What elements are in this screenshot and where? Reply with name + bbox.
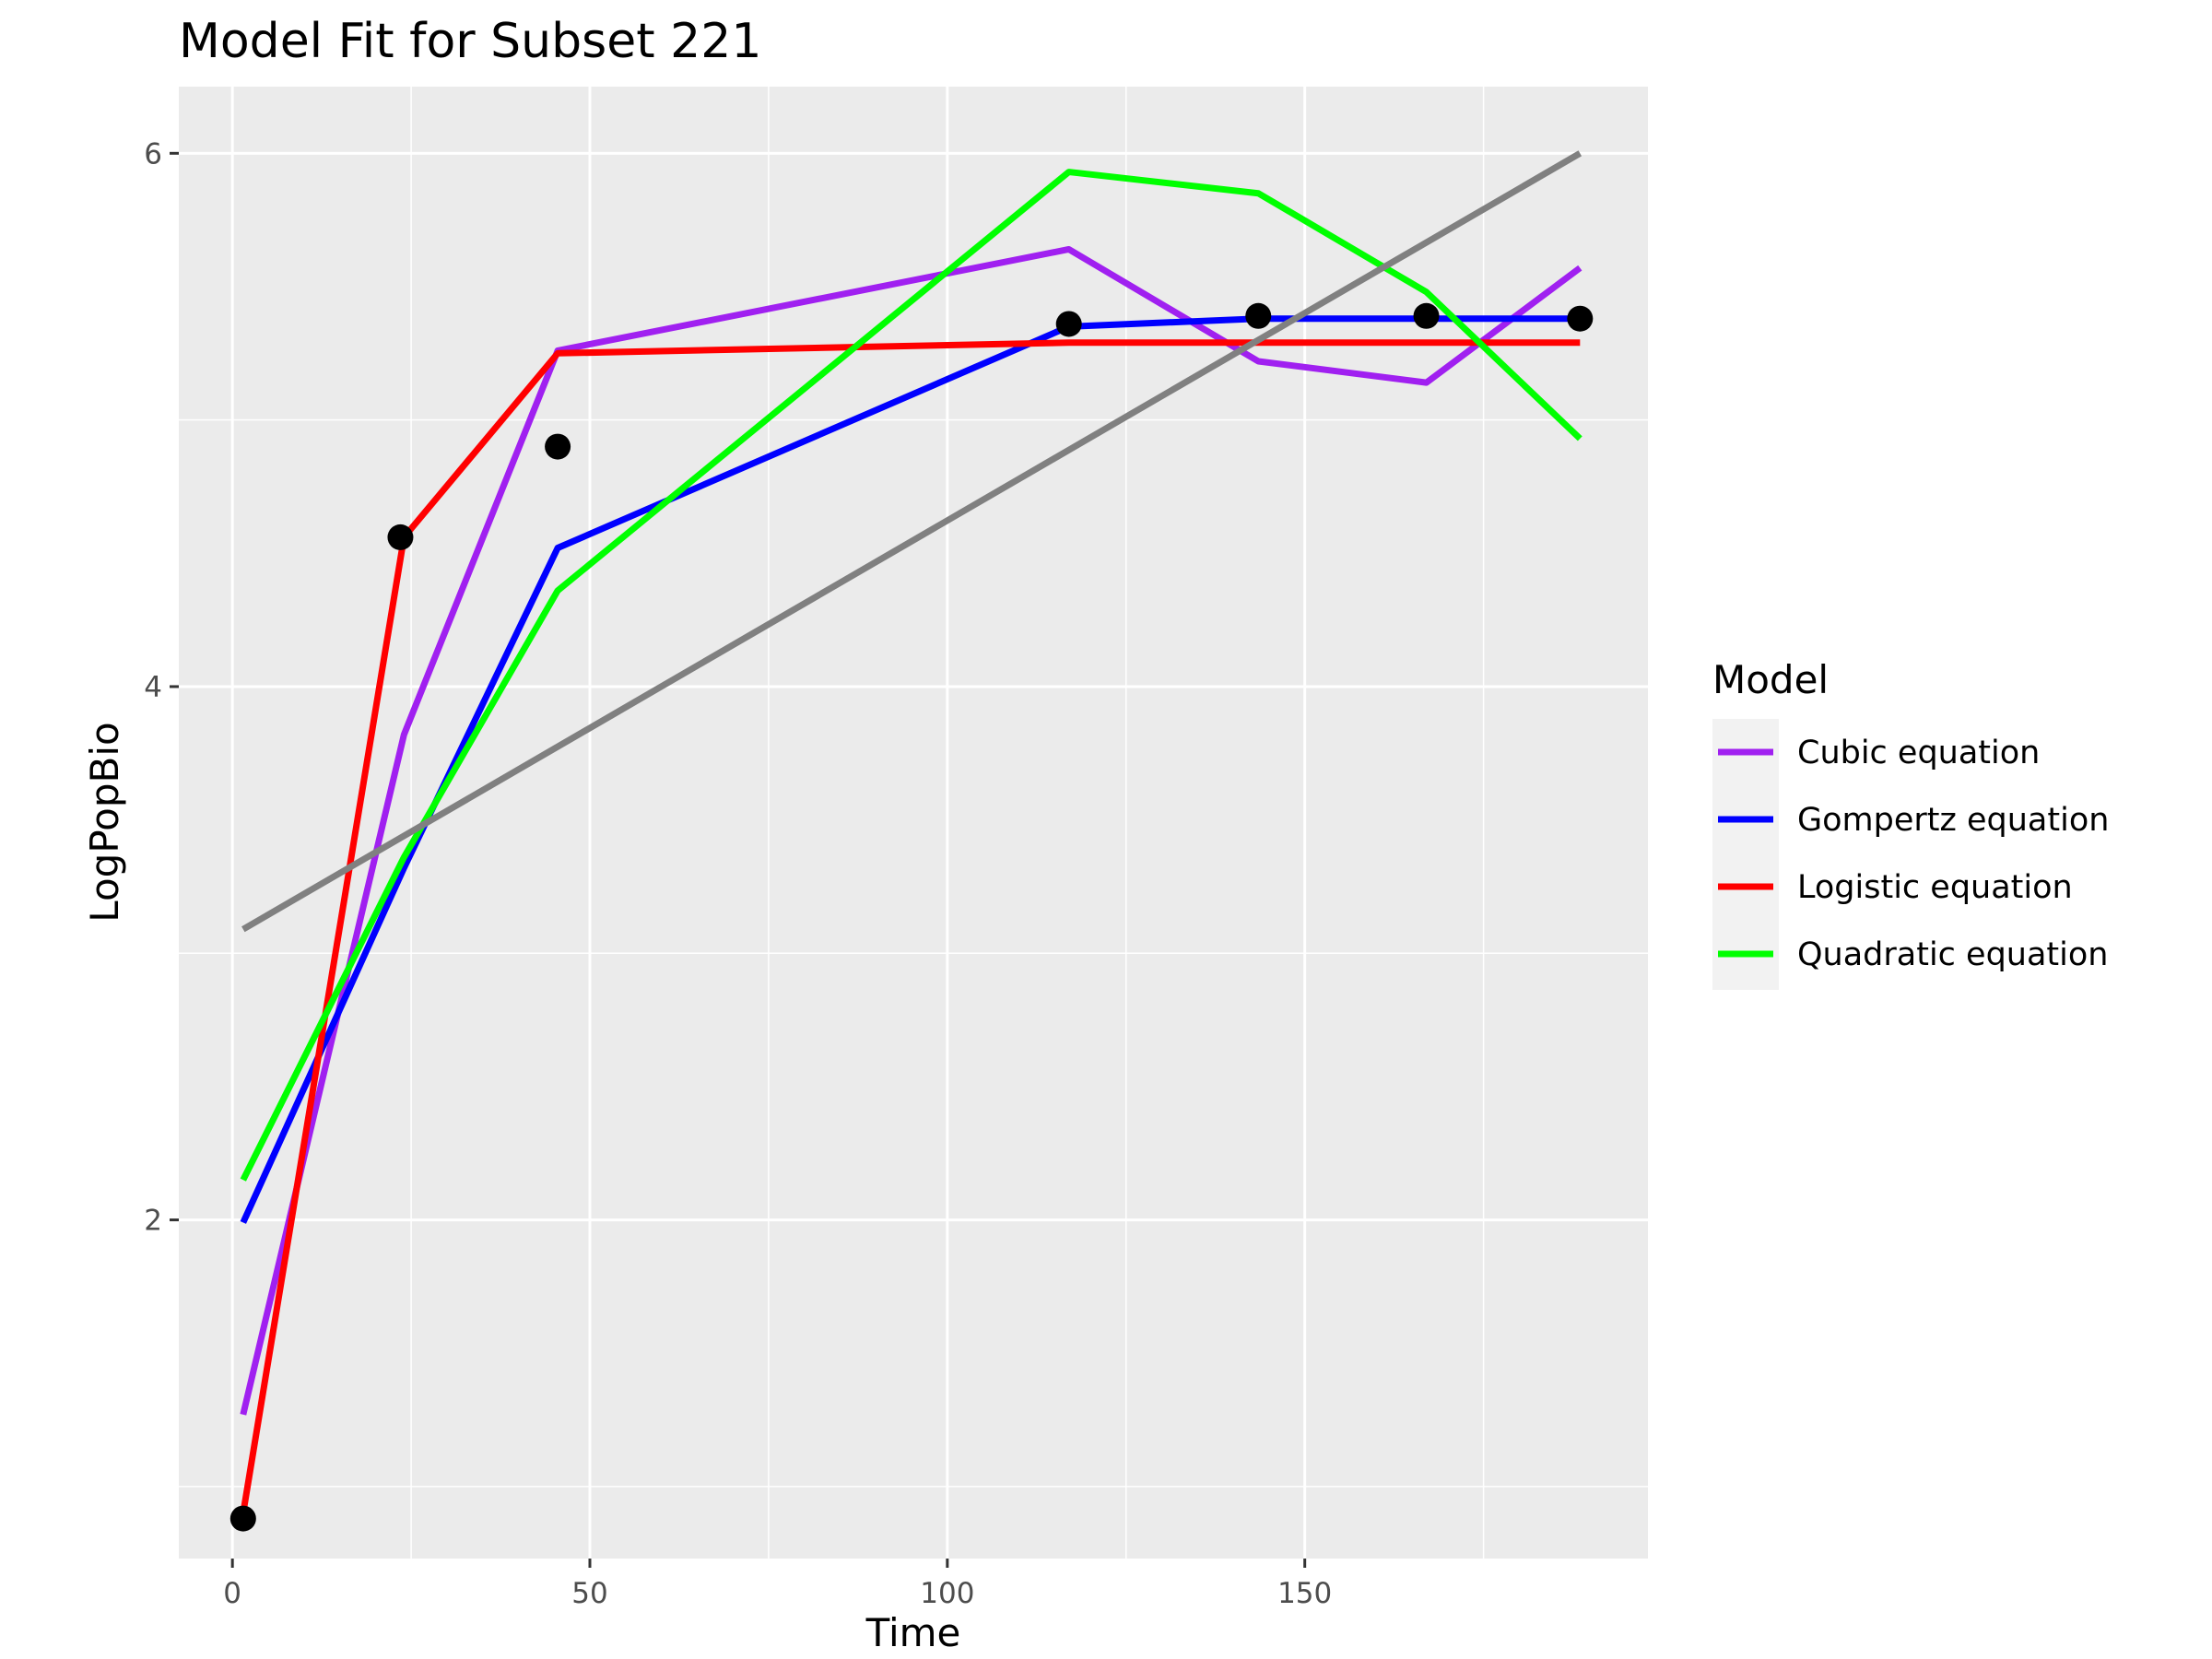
- legend-title: Model: [1712, 657, 1829, 702]
- cubic-equation-line: [240, 245, 1583, 1416]
- observed-point: [1055, 311, 1082, 337]
- legend-label: Logistic equation: [1797, 869, 2073, 906]
- y-tick-label: 4: [144, 671, 162, 704]
- legend-key-background: [1712, 719, 1779, 990]
- y-axis-title: LogPopBio: [82, 722, 127, 922]
- legend-label: Quadratic equation: [1797, 936, 2108, 973]
- observed-point: [545, 433, 571, 460]
- x-tick-label: 50: [571, 1577, 607, 1610]
- observed-point: [1413, 302, 1440, 329]
- observed-point: [1245, 302, 1272, 329]
- legend-label: Gompertz equation: [1797, 802, 2109, 839]
- y-tick-label: 6: [144, 137, 162, 171]
- observed-point: [229, 1505, 256, 1532]
- x-axis-title: Time: [865, 1610, 961, 1655]
- observed-point: [387, 524, 414, 550]
- observed-point: [1567, 305, 1594, 332]
- chart-title: Model Fit for Subset 221: [179, 14, 761, 69]
- linear-fit-line: [241, 150, 1583, 933]
- quadratic-equation-line: [240, 169, 1583, 1182]
- x-tick-label: 150: [1277, 1577, 1332, 1610]
- axis-ticks: 0 50 100 150 2 4 6: [144, 137, 1332, 1610]
- x-tick-label: 0: [223, 1577, 241, 1610]
- y-tick-label: 2: [144, 1205, 162, 1238]
- x-tick-label: 100: [920, 1577, 974, 1610]
- legend-label: Cubic equation: [1797, 735, 2040, 771]
- legend: Model Cubic equation Gompertz equation Log…: [1712, 657, 2109, 990]
- observed-points: [229, 302, 1594, 1532]
- gridlines: [179, 87, 1648, 1559]
